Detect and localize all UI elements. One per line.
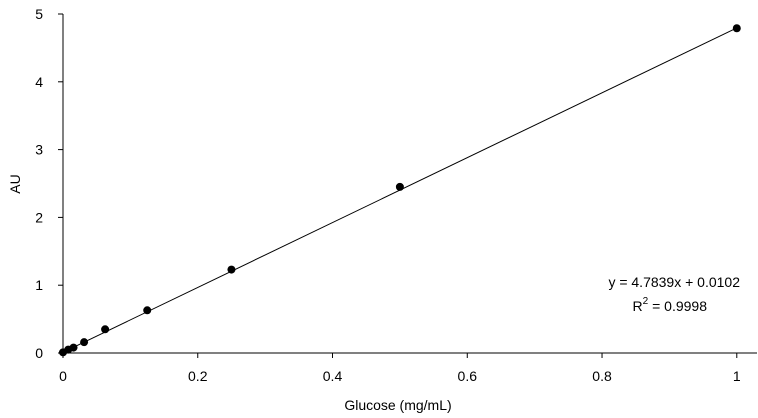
r-squared-prefix: R [633, 298, 643, 314]
y-tick-label: 3 [35, 142, 43, 158]
x-tick-label: 0.4 [323, 368, 343, 384]
r-squared-label: R2 = 0.9998 [633, 296, 708, 314]
data-point [101, 325, 110, 334]
data-point [143, 306, 152, 315]
y-tick-label: 4 [35, 74, 43, 90]
equation-label: y = 4.7839x + 0.0102 [608, 274, 740, 290]
x-tick-label: 0.2 [188, 368, 208, 384]
y-tick-label: 1 [35, 277, 43, 293]
x-tick-label: 0.6 [458, 368, 478, 384]
r-squared-suffix: = 0.9998 [648, 298, 707, 314]
x-axis-title: Glucose (mg/mL) [344, 397, 451, 413]
r-squared-sup: 2 [643, 296, 649, 307]
y-tick-label: 2 [35, 209, 43, 225]
y-tick-label: 0 [35, 345, 43, 361]
labels-group: 0 1 2 3 4 5 0 0.2 0.4 0.6 0.8 1 [35, 6, 741, 384]
y-axis-title: AU [7, 174, 23, 193]
data-point [69, 343, 78, 352]
axes [58, 13, 757, 358]
data-point [395, 182, 404, 191]
data-point [80, 338, 89, 347]
x-tick-label: 0.8 [592, 368, 612, 384]
data-point [732, 24, 741, 33]
x-tick-label: 1 [733, 368, 741, 384]
x-tick-label: 0 [59, 368, 67, 384]
data-point [227, 265, 236, 274]
points-group [59, 24, 741, 357]
y-tick-label: 5 [35, 6, 43, 22]
